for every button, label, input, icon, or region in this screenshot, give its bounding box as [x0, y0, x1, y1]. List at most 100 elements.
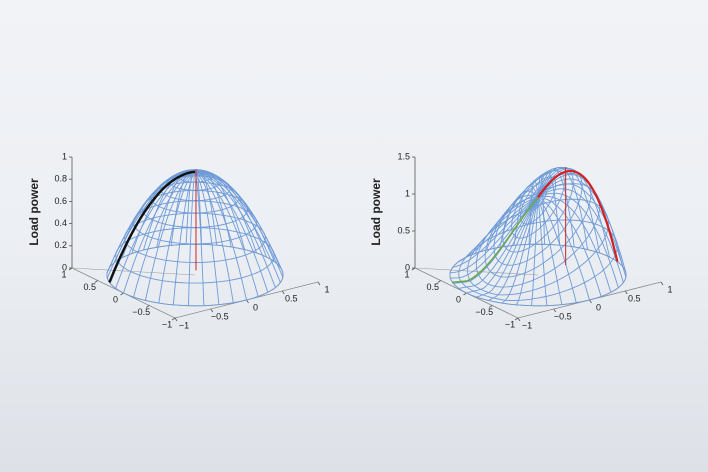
mesh-radial [537, 197, 577, 303]
mesh-radial [486, 194, 539, 251]
y-tick-label: 0.5 [285, 293, 298, 303]
y-tick [317, 281, 321, 286]
mesh-radial [114, 170, 196, 263]
x-tick [146, 305, 150, 308]
mesh-radial [133, 171, 196, 298]
mesh-radial [450, 196, 539, 274]
mesh-radial [123, 171, 196, 294]
x-tick [171, 317, 176, 321]
y-tick-label: 0.5 [628, 293, 641, 303]
mesh-radial [476, 197, 539, 298]
z-tick-label: 0.4 [54, 218, 67, 228]
mesh-radial [452, 196, 539, 268]
mesh-radial [457, 196, 539, 263]
y-tick-label: −1 [522, 320, 532, 330]
mesh-radial [537, 197, 563, 305]
mesh-radial [131, 170, 196, 254]
x-tick [120, 292, 124, 296]
highlight-curve [537, 169, 619, 262]
mesh-radial [537, 197, 548, 306]
x-tick [94, 280, 98, 283]
mesh-radial [537, 167, 589, 250]
x-tick [437, 280, 441, 283]
mesh-radial [501, 197, 539, 304]
mesh-radial [537, 192, 619, 288]
base-axis [414, 267, 539, 276]
mesh-radial [466, 197, 539, 294]
mesh-radial [537, 178, 627, 273]
mesh-radial [537, 174, 545, 245]
mesh-radial [194, 171, 276, 288]
mesh-radial [499, 190, 539, 248]
y-tick [210, 308, 214, 313]
z-tick-label: 1.5 [397, 151, 410, 161]
mesh-radial [194, 171, 220, 305]
mesh-radial [488, 197, 539, 301]
mesh-radial [537, 196, 602, 297]
mesh-radial [537, 168, 610, 258]
mesh-radial [515, 197, 539, 306]
highlight-curve [452, 196, 539, 284]
y-tick-label: −0.5 [211, 311, 229, 321]
x-tick-label: 1 [404, 269, 409, 279]
y-tick [281, 290, 285, 295]
x-tick-label: 0.5 [426, 282, 439, 292]
mesh-radial [474, 196, 538, 254]
y-tick [553, 308, 557, 313]
mesh-radial [144, 171, 196, 301]
z-tick-label: 0 [405, 262, 410, 272]
y-tick [517, 317, 521, 322]
mesh-radial [537, 188, 624, 283]
x-tick-label: −1 [505, 319, 515, 329]
x-tick [463, 292, 467, 296]
mesh-radial [450, 196, 539, 279]
x-tick-label: −0.5 [475, 307, 493, 317]
mesh-radial [115, 171, 196, 289]
mesh-radial [537, 195, 612, 293]
z-tick-label: 0.5 [397, 225, 410, 235]
y-tick-label: 0 [596, 302, 601, 312]
z-tick-label: 0.2 [54, 240, 67, 250]
mesh-radial [464, 196, 539, 259]
z-tick-label: 1 [405, 188, 410, 198]
z-tick-label: 0.8 [54, 174, 67, 184]
base-axis [71, 267, 196, 276]
mesh-radial [194, 171, 281, 283]
mesh-radial [194, 171, 269, 293]
x-tick-label: −1 [162, 319, 172, 329]
mesh-radial [537, 196, 590, 301]
z-axis-label: Load power [369, 178, 383, 246]
mesh-radial [194, 171, 247, 301]
y-tick-label: 1 [324, 284, 329, 294]
x-tick [68, 267, 73, 271]
y-tick [174, 317, 178, 322]
z-axis-label: Load power [27, 178, 41, 246]
x-tick-label: 0.5 [83, 282, 96, 292]
y-tick [246, 299, 249, 304]
mesh-radial [194, 171, 284, 273]
z-tick-label: 0 [62, 262, 67, 272]
z-tick-label: 0.6 [54, 196, 67, 206]
y-tick-label: 1 [667, 284, 672, 294]
mesh-radial [194, 171, 284, 278]
x-tick [411, 267, 416, 271]
y-tick [589, 299, 592, 304]
x-tick [489, 305, 493, 308]
y-tick-label: −0.5 [554, 311, 572, 321]
x-tick-label: 1 [61, 269, 66, 279]
mesh-radial [194, 171, 259, 297]
x-tick-label: −0.5 [132, 307, 150, 317]
mesh-radial [194, 171, 234, 303]
mesh-radial [188, 171, 196, 306]
z-tick-label: 1 [62, 151, 67, 161]
x-tick-label: 0 [113, 294, 118, 304]
highlight-curve [108, 170, 196, 283]
mesh-radial [458, 197, 539, 289]
x-tick-label: 0 [456, 294, 461, 304]
y-tick-label: −1 [179, 320, 189, 330]
y-tick [660, 281, 664, 286]
mesh-radial [531, 197, 539, 306]
x-tick [514, 317, 519, 321]
